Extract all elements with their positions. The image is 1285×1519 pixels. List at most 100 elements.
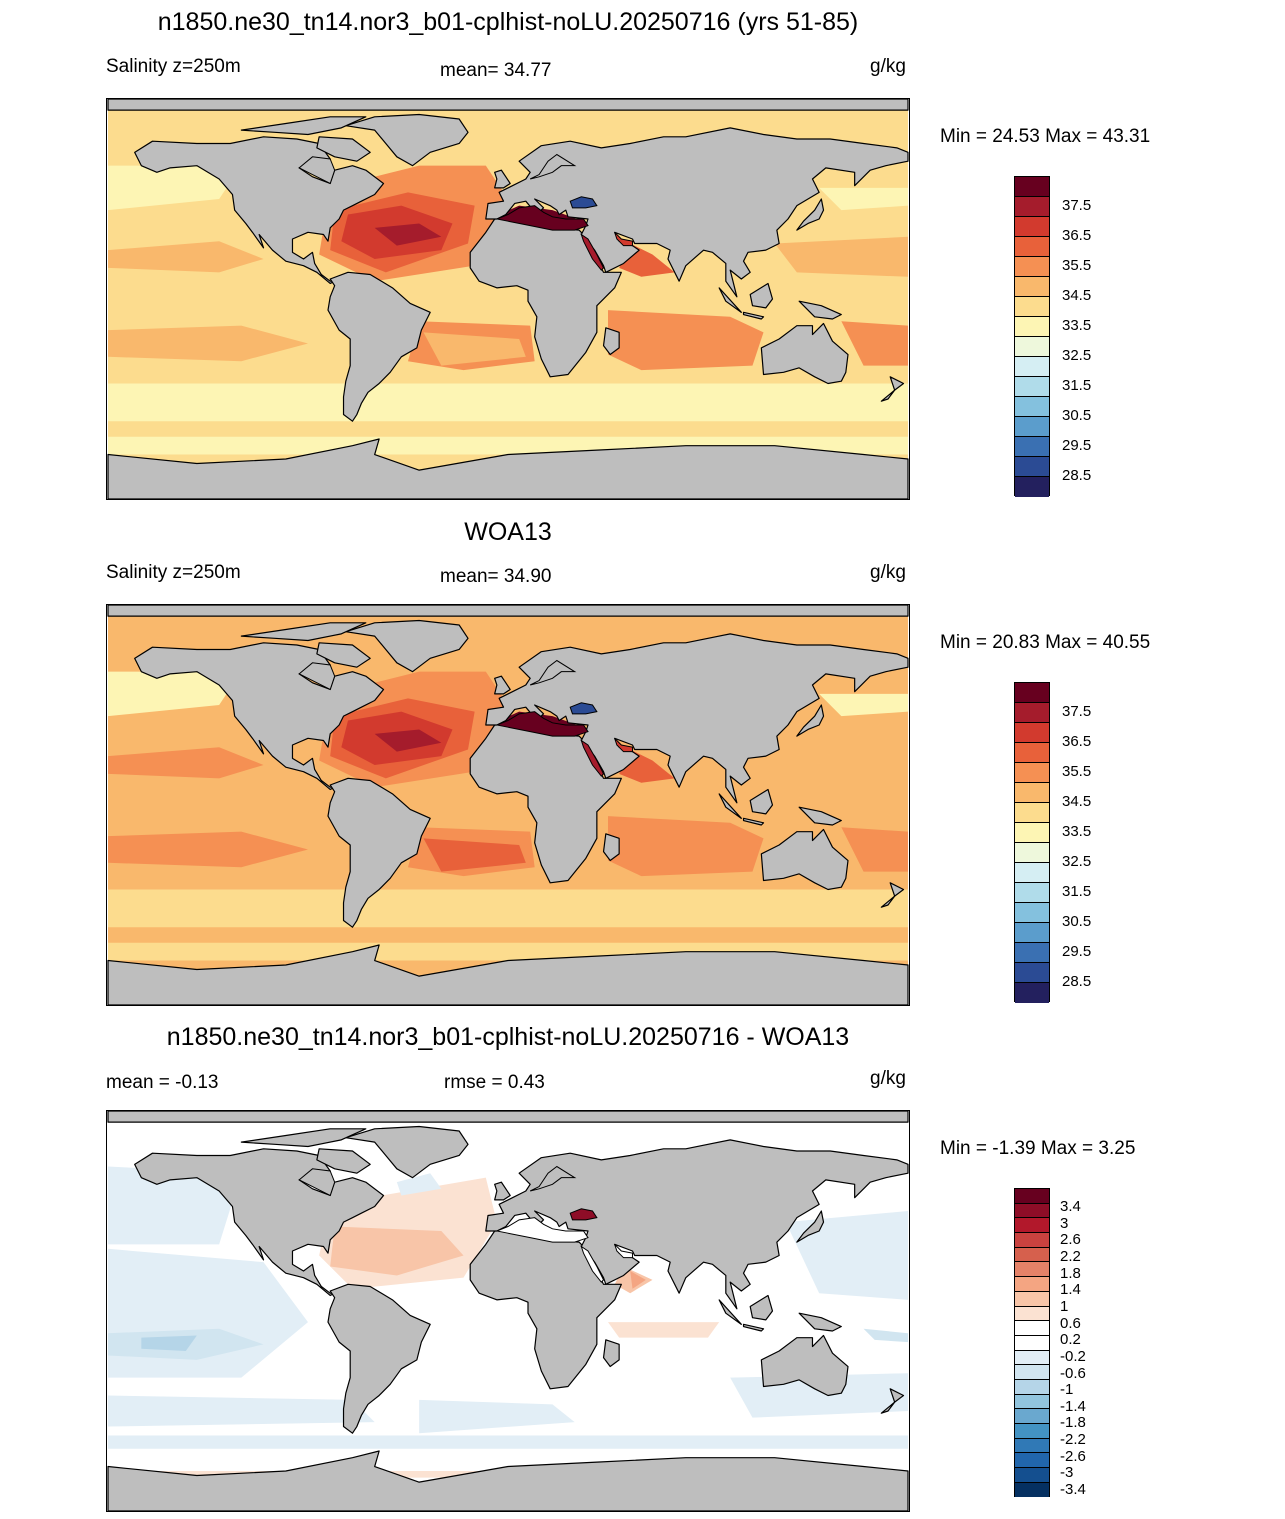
contour-band <box>819 187 908 211</box>
colorbar-swatch <box>1015 297 1049 317</box>
landmass <box>107 1450 909 1511</box>
colorbar-tick-label: 34.5 <box>1062 287 1092 304</box>
contour-band <box>863 1328 908 1343</box>
colorbar-tick-label: -0.2 <box>1060 1347 1086 1365</box>
contour-band <box>396 1173 442 1196</box>
landmass <box>327 1283 431 1434</box>
contour-band <box>108 325 308 362</box>
panel-1-title: n1850.ne30_tn14.nor3_b01-cplhist-noLU.20… <box>157 8 859 36</box>
colorbar-swatch <box>1015 1306 1049 1322</box>
inland-sea <box>614 737 633 753</box>
landmass <box>107 438 909 499</box>
landmass <box>485 633 909 804</box>
inland-sea <box>569 702 598 715</box>
panel-2-variable-label: Salinity z=250m <box>106 562 241 583</box>
colorbar-swatch <box>1015 1291 1049 1307</box>
colorbar-tick-label: -0.6 <box>1060 1364 1086 1382</box>
contour-band <box>141 1335 197 1351</box>
colorbar-tick-label: 0.2 <box>1060 1331 1081 1349</box>
colorbar-tick-label: -1.4 <box>1060 1397 1086 1415</box>
landmass <box>718 1299 742 1325</box>
colorbar-swatch <box>1015 1379 1049 1395</box>
contour-band <box>330 1226 464 1276</box>
colorbar-tick-label: 1.4 <box>1060 1281 1081 1299</box>
contour-band <box>630 1271 646 1289</box>
colorbar-swatch <box>1015 317 1049 337</box>
panel-2-units: g/kg <box>870 562 906 583</box>
contour-band <box>108 383 908 422</box>
colorbar-swatch <box>1015 903 1049 923</box>
colorbar-swatch <box>1015 217 1049 237</box>
inland-sea <box>580 1245 605 1283</box>
colorbar-tick-label: 30.5 <box>1062 407 1092 424</box>
colorbar-tick-label: 3.4 <box>1060 1198 1081 1215</box>
colorbar-swatch <box>1015 257 1049 277</box>
landmass <box>889 376 905 391</box>
colorbar-swatch <box>1015 1468 1049 1483</box>
colorbar-swatch <box>1015 177 1049 197</box>
colorbar-tick-label: 35.5 <box>1062 257 1092 274</box>
colorbar-swatch <box>1015 1203 1049 1219</box>
landmass <box>742 817 765 826</box>
colorbar-tick-label: -2.2 <box>1060 1431 1086 1449</box>
panel-2-map <box>106 604 910 1006</box>
colorbar-swatch <box>1015 763 1049 783</box>
landmass <box>718 287 742 313</box>
contour-band <box>841 321 908 366</box>
colorbar-tick-label: -3 <box>1060 1464 1074 1482</box>
colorbar-swatch <box>1015 477 1049 497</box>
colorbar-swatch <box>1015 1394 1049 1410</box>
landmass <box>602 833 620 862</box>
panel-3-colorbar <box>1014 1188 1050 1498</box>
colorbar-tick-label: 29.5 <box>1062 437 1092 454</box>
inland-sea <box>298 156 336 185</box>
landmass <box>485 127 909 298</box>
contour-band <box>374 223 442 246</box>
colorbar-tick-label: 31.5 <box>1062 883 1092 900</box>
contour-band <box>419 1399 575 1434</box>
contour-band <box>108 1166 242 1245</box>
landmass <box>889 1388 905 1403</box>
colorbar-swatch <box>1015 377 1049 397</box>
landmass <box>796 1210 825 1243</box>
colorbar-tick-label: 28.5 <box>1062 973 1092 990</box>
landmass <box>485 1139 909 1310</box>
landmass <box>327 777 431 928</box>
colorbar-swatch <box>1015 197 1049 217</box>
colorbar-tick-label: 28.5 <box>1062 467 1092 484</box>
colorbar-tick-label: 2.2 <box>1060 1247 1081 1265</box>
landmass <box>327 271 431 422</box>
contour-band <box>608 310 764 371</box>
landmass <box>796 198 825 231</box>
colorbar-swatch <box>1015 723 1049 743</box>
colorbar-swatch <box>1015 863 1049 883</box>
colorbar-swatch <box>1015 1247 1049 1263</box>
inland-sea <box>614 231 633 247</box>
landmass <box>749 1294 774 1321</box>
inland-sea <box>298 1168 336 1197</box>
colorbar-swatch <box>1015 983 1049 1003</box>
colorbar-swatch <box>1015 1262 1049 1278</box>
colorbar-swatch <box>1015 963 1049 983</box>
contour-band <box>819 693 908 717</box>
inland-sea <box>569 196 598 209</box>
panel-2-minmax: Min = 20.83 Max = 40.55 <box>940 632 1151 653</box>
colorbar-swatch <box>1015 1277 1049 1292</box>
panel-1-units: g/kg <box>870 56 906 77</box>
landmass <box>316 1148 371 1174</box>
inland-sea <box>569 1208 598 1221</box>
landmass <box>240 1128 367 1148</box>
landmass <box>798 806 842 826</box>
inland-sea <box>580 739 605 777</box>
landmass <box>494 1181 511 1201</box>
colorbar-swatch <box>1015 397 1049 417</box>
landmass <box>494 169 511 189</box>
colorbar-tick-label: 31.5 <box>1062 377 1092 394</box>
colorbar-swatch <box>1015 683 1049 703</box>
inland-sea <box>529 659 577 686</box>
contour-band <box>108 1435 908 1449</box>
contour-band <box>608 1322 720 1338</box>
colorbar-swatch <box>1015 1424 1049 1439</box>
contour-band <box>774 236 908 277</box>
landmass <box>240 622 367 642</box>
